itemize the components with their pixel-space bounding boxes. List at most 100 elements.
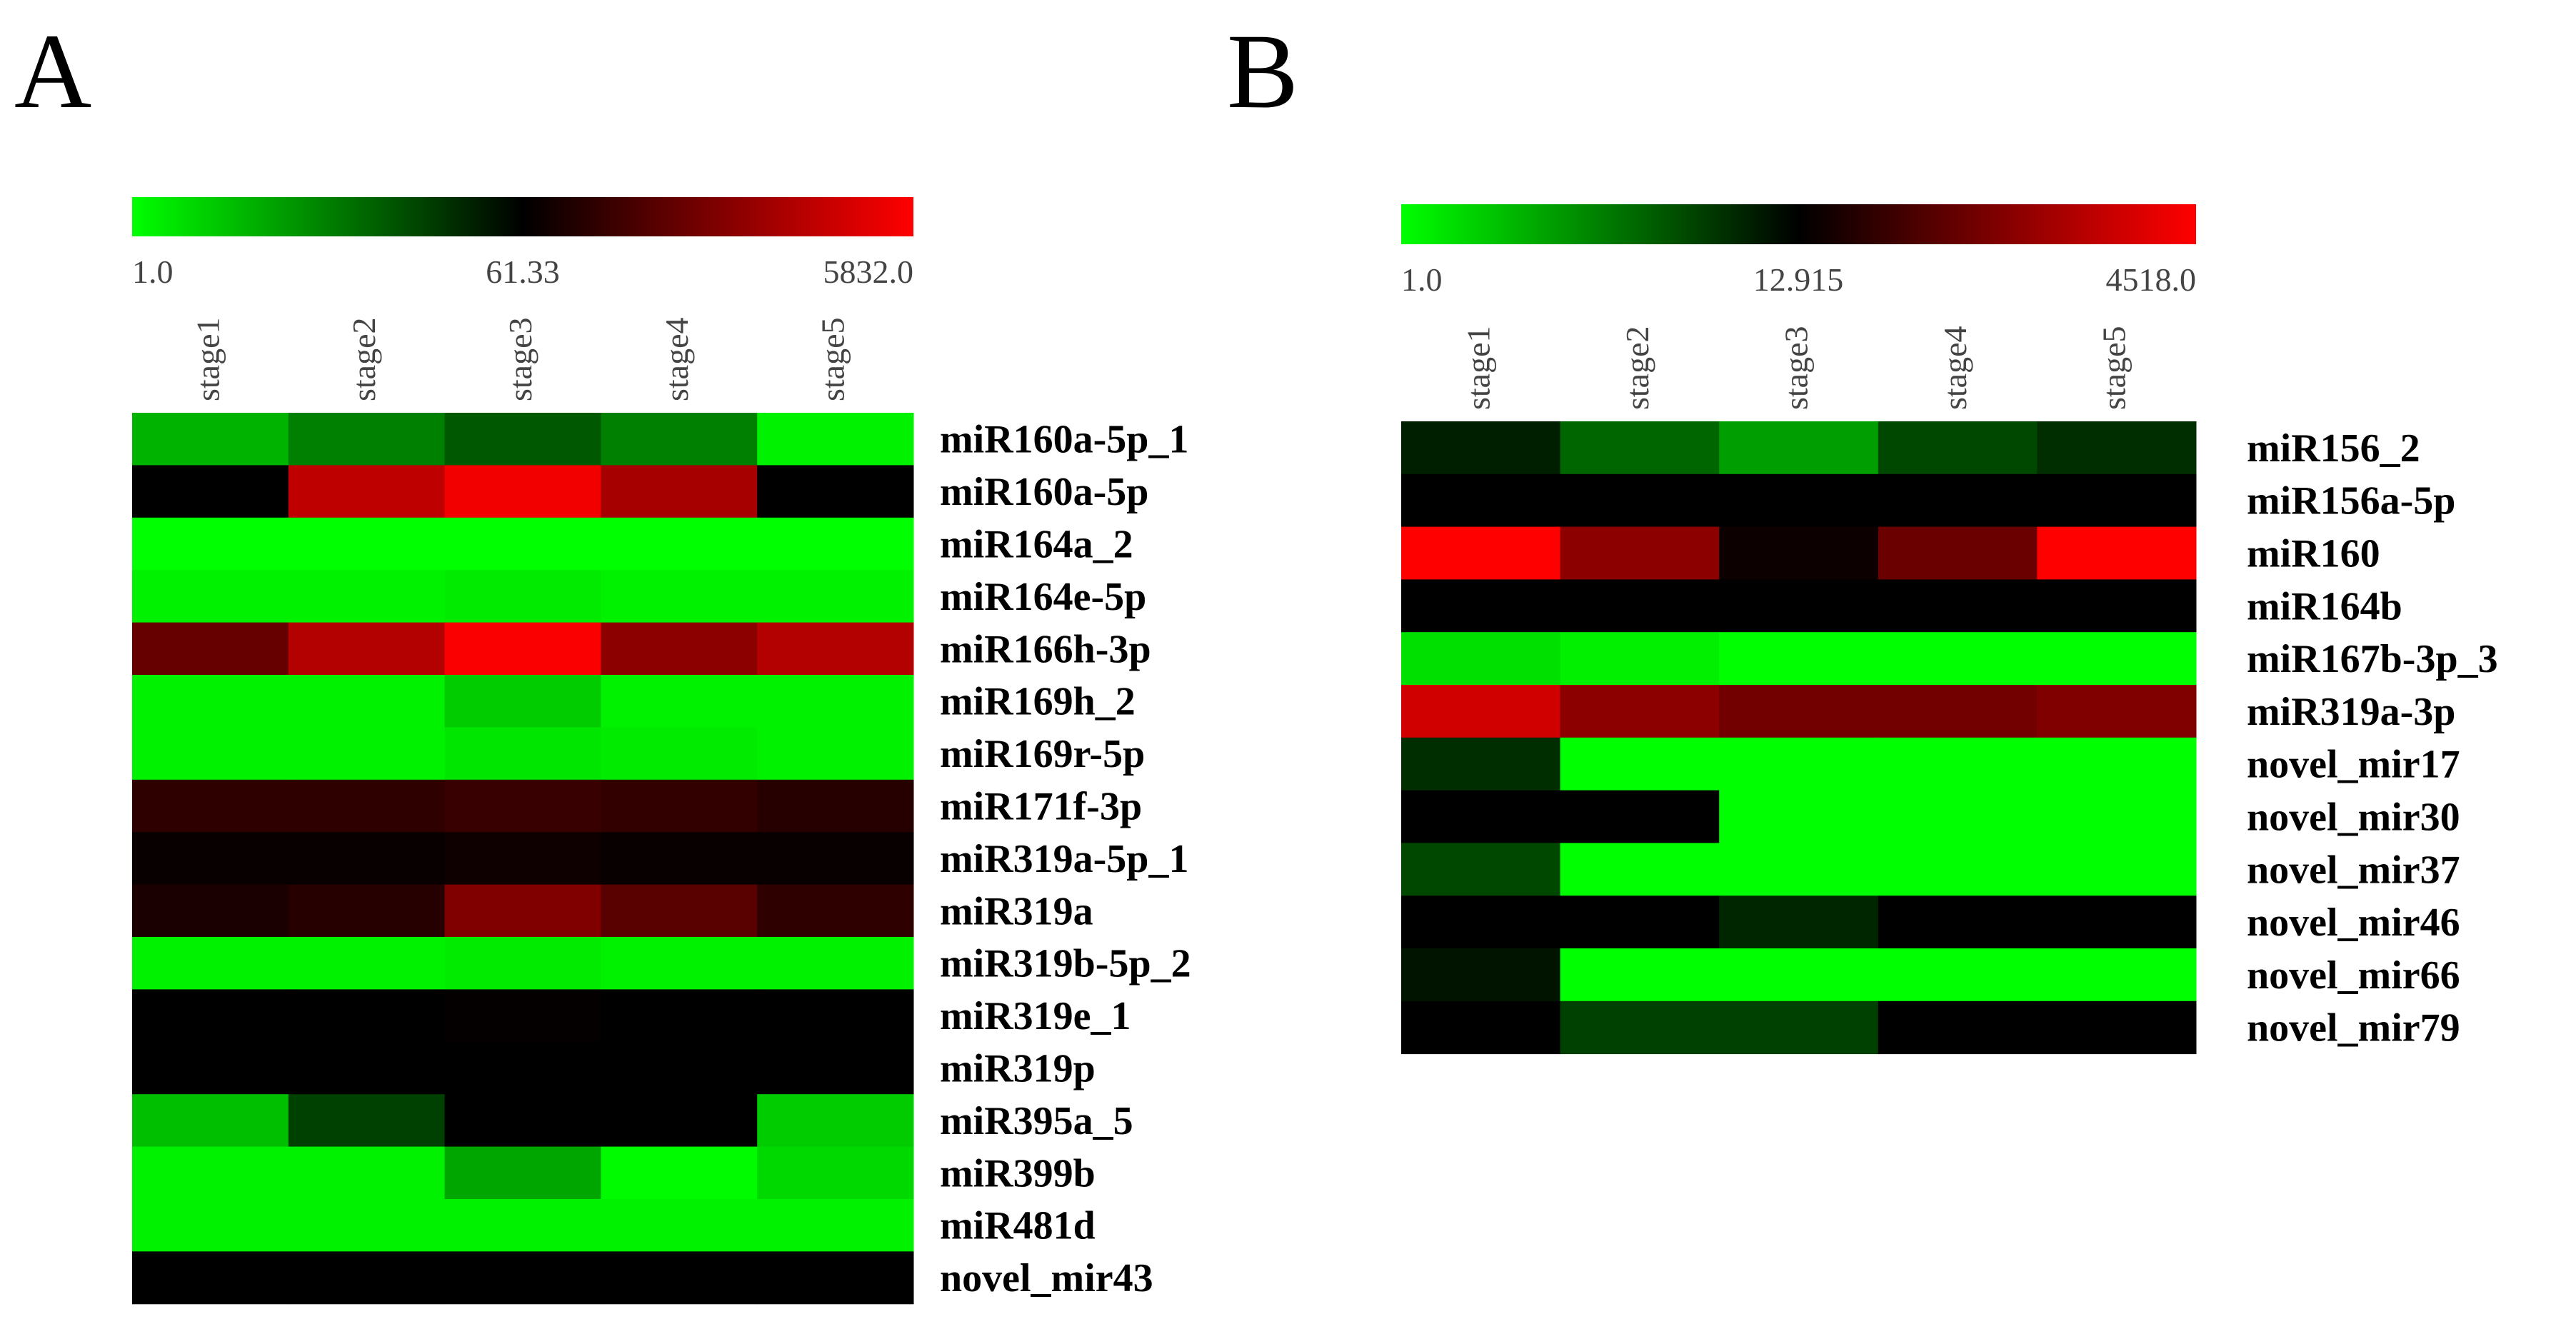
heatmap-cell bbox=[132, 832, 289, 886]
row-label: miR319a-5p_1 bbox=[940, 837, 1188, 881]
heatmap-cell bbox=[444, 517, 601, 571]
heatmap-cell bbox=[1560, 948, 1720, 1002]
heatmap-cell bbox=[2037, 579, 2197, 633]
heatmap-cell bbox=[132, 413, 289, 466]
heatmap-cell bbox=[1560, 579, 1720, 633]
heatmap-cell bbox=[601, 884, 758, 938]
heatmap-cell bbox=[757, 1146, 914, 1200]
heatmap-cell bbox=[1401, 843, 1561, 896]
heatmap-cell bbox=[2037, 473, 2197, 528]
column-label-stage3: stage3 bbox=[1778, 326, 1815, 410]
heatmap-cell bbox=[1401, 473, 1561, 528]
row-label: miR481d bbox=[940, 1204, 1096, 1248]
heatmap-cell bbox=[601, 1251, 758, 1305]
row-label: miR160 bbox=[2247, 532, 2380, 576]
heatmap-cell bbox=[132, 989, 289, 1043]
heatmap-cell bbox=[132, 517, 289, 571]
heatmap-cell bbox=[132, 465, 289, 518]
panel-a-row-labels: miR160a-5p_1 miR160a-5p miR164a_2 miR164e-5… bbox=[940, 418, 1191, 1300]
heatmap-cell bbox=[757, 517, 914, 571]
row-label: miR164a_2 bbox=[940, 523, 1133, 567]
heatmap-cell bbox=[132, 1251, 289, 1305]
heatmap-cell bbox=[288, 937, 446, 990]
heatmap-cell bbox=[288, 779, 446, 833]
heatmap-cell bbox=[132, 1041, 289, 1095]
heatmap-cell bbox=[601, 675, 758, 728]
row-label: miR169h_2 bbox=[940, 680, 1136, 724]
heatmap-cell bbox=[288, 622, 446, 676]
heatmap-cell bbox=[288, 675, 446, 728]
panel-a: A 1.0 61.33 5832.0 stage1 stage2 stage3 sta… bbox=[14, 12, 1191, 1305]
row-label: miR164b bbox=[2247, 584, 2402, 628]
panel-a-letter: A bbox=[14, 12, 91, 131]
heatmap-cell bbox=[444, 465, 601, 518]
heatmap-cell bbox=[444, 779, 601, 833]
heatmap-cell bbox=[288, 1199, 446, 1252]
heatmap-cell bbox=[1401, 632, 1561, 686]
heatmap-cell bbox=[601, 937, 758, 990]
heatmap-cell bbox=[444, 570, 601, 623]
heatmap-cell bbox=[1878, 632, 2038, 686]
heatmap-cell bbox=[132, 937, 289, 990]
heatmap-cell bbox=[601, 1199, 758, 1252]
heatmap-cell bbox=[288, 1251, 446, 1305]
heatmap-cell bbox=[1560, 421, 1720, 475]
row-label: miR160a-5p_1 bbox=[940, 418, 1188, 462]
row-label: miR319a bbox=[940, 889, 1093, 933]
heatmap-cell bbox=[1560, 790, 1720, 843]
heatmap-cell bbox=[132, 884, 289, 938]
heatmap-cell bbox=[2037, 790, 2197, 843]
column-label-stage2: stage2 bbox=[346, 317, 382, 401]
row-label: miR319p bbox=[940, 1047, 1096, 1091]
heatmap-cell bbox=[1878, 579, 2038, 633]
heatmap-cell bbox=[1719, 843, 1879, 896]
heatmap-cell bbox=[601, 989, 758, 1043]
heatmap-cell bbox=[1878, 685, 2038, 738]
heatmap-cell bbox=[1878, 790, 2038, 843]
heatmap-cell bbox=[1878, 948, 2038, 1002]
heatmap-cell bbox=[2037, 896, 2197, 949]
panel-b-letter: B bbox=[1227, 12, 1298, 131]
heatmap-cell bbox=[1719, 737, 1879, 791]
panel-b-color-scale-bar bbox=[1401, 204, 2196, 244]
heatmap-cell bbox=[132, 779, 289, 833]
heatmap-cell bbox=[1719, 526, 1879, 580]
heatmap-cell bbox=[1719, 632, 1879, 686]
row-label: novel_mir30 bbox=[2247, 796, 2460, 840]
heatmap-cell bbox=[444, 832, 601, 886]
row-label: miR399b bbox=[940, 1151, 1096, 1195]
heatmap-cell bbox=[601, 1094, 758, 1148]
row-label: novel_mir46 bbox=[2247, 901, 2460, 945]
heatmap-cell bbox=[132, 570, 289, 623]
row-label: miR164e-5p bbox=[940, 575, 1146, 619]
row-label: novel_mir79 bbox=[2247, 1006, 2460, 1050]
heatmap-cell bbox=[1560, 737, 1720, 791]
row-label: miR395a_5 bbox=[940, 1099, 1133, 1143]
heatmap-cell bbox=[444, 884, 601, 938]
panel-b-scale-mid-label: 12.915 bbox=[1753, 261, 1844, 298]
heatmap-cell bbox=[444, 1041, 601, 1095]
heatmap-cell bbox=[1560, 1000, 1720, 1055]
heatmap-cell bbox=[2037, 948, 2197, 1002]
row-label: miR169r-5p bbox=[940, 732, 1145, 776]
heatmap-cell bbox=[1401, 685, 1561, 738]
heatmap-cell bbox=[1560, 685, 1720, 738]
panel-b-scale-min-label: 1.0 bbox=[1401, 261, 1443, 298]
heatmap-cell bbox=[757, 1041, 914, 1095]
heatmap-cell bbox=[1878, 526, 2038, 580]
heatmap-cell bbox=[1878, 421, 2038, 475]
heatmap-cell bbox=[601, 465, 758, 518]
heatmap-cell bbox=[288, 1041, 446, 1095]
heatmap-cell bbox=[757, 1199, 914, 1252]
heatmap-cell bbox=[1560, 843, 1720, 896]
heatmap-cell bbox=[1878, 843, 2038, 896]
heatmap-cell bbox=[132, 675, 289, 728]
heatmap-cell bbox=[444, 727, 601, 781]
heatmap-cell bbox=[601, 413, 758, 466]
column-label-stage5: stage5 bbox=[2096, 326, 2133, 410]
row-label: novel_mir43 bbox=[940, 1256, 1153, 1300]
panel-b-row-labels: miR156_2 miR156a-5p miR160 miR164b miR167b-3… bbox=[2247, 426, 2498, 1050]
heatmap-cell bbox=[1401, 421, 1561, 475]
heatmap-cell bbox=[1560, 526, 1720, 580]
heatmap-cell bbox=[601, 1146, 758, 1200]
